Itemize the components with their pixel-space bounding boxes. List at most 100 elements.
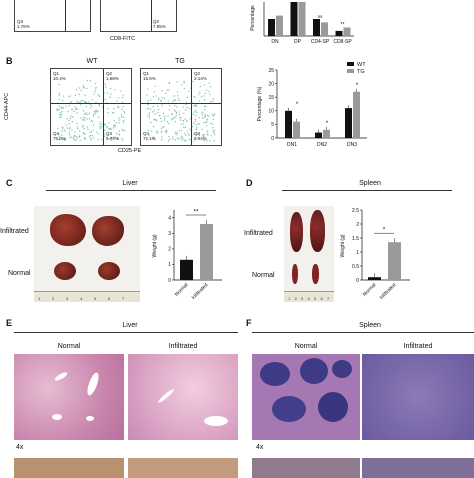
scatter-dot xyxy=(146,94,148,96)
scatter-dot xyxy=(168,104,171,107)
scatter-dot xyxy=(175,134,177,136)
histology-spleen-normal xyxy=(252,354,360,440)
scatter-dot xyxy=(172,136,174,138)
ruler-tick-label: 7 xyxy=(327,296,330,301)
scatter-dot xyxy=(198,100,201,102)
scatter-dot xyxy=(183,132,186,135)
scatter-dot xyxy=(181,84,183,86)
scatter-dot xyxy=(106,92,109,94)
scatter-dot xyxy=(122,116,125,118)
scatter-dot xyxy=(179,117,181,119)
y-tick-label: 4 xyxy=(168,216,171,222)
scatter-dot xyxy=(203,133,205,136)
scatter-dot xyxy=(62,107,65,109)
scatter-dot xyxy=(183,139,186,141)
col-label-infiltrated: Infiltrated xyxy=(168,343,198,350)
scatter-dot xyxy=(63,129,65,131)
ruler-tick-label: 6 xyxy=(108,296,111,301)
scatter-dot xyxy=(95,101,97,104)
scatter-dot xyxy=(61,138,64,141)
scatter-dot xyxy=(93,93,95,95)
scatter-dot xyxy=(183,126,185,129)
scatter-dot xyxy=(176,132,178,134)
scatter-dot xyxy=(100,138,103,141)
scatter-dot xyxy=(67,110,69,113)
y-tick-label: 0.5 xyxy=(352,264,359,270)
quadrant-value: 9.74% xyxy=(106,136,119,141)
scatter-dot xyxy=(155,118,157,121)
scatter-dot xyxy=(178,99,181,102)
scatter-dot xyxy=(208,90,210,93)
scatter-dot xyxy=(198,93,200,95)
scatter-dot xyxy=(152,136,155,138)
scatter-dot xyxy=(167,140,170,142)
scatter-dot xyxy=(195,105,198,108)
scatter-dot xyxy=(108,122,110,124)
scatter-dot xyxy=(123,110,125,113)
scatter-dot xyxy=(74,94,77,97)
scatter-dot xyxy=(80,117,82,119)
scatter-dot xyxy=(84,100,87,103)
scatter-dot xyxy=(201,111,204,113)
scatter-dot xyxy=(199,85,202,88)
chart-d: 0 0.5 1 1.5 2 2.5 Weight (g) Normal Infiltrated * xyxy=(340,208,410,301)
row-label-infiltrated: Infiltrated xyxy=(0,228,29,235)
quadrant-label: Q3 xyxy=(17,19,24,24)
quadrant-label: Q2 xyxy=(106,71,113,76)
chart-a: Percentage DN DP CD4-SP CD8-SP ns ** xyxy=(250,2,354,45)
significance-label: ns xyxy=(318,14,324,19)
histology-liver-infiltrated-zoom xyxy=(128,458,238,478)
panel-label-d: D xyxy=(246,178,253,188)
scatter-dot xyxy=(174,138,177,141)
scatter-dot xyxy=(213,129,215,131)
scatter-dot xyxy=(184,126,187,129)
ruler-tick-label: 3 xyxy=(301,296,304,301)
scatter-dot xyxy=(58,95,61,97)
scatter-dot xyxy=(148,116,151,118)
scatter-dot xyxy=(168,81,171,84)
scatter-dot xyxy=(194,120,197,122)
liver-infiltrated-1 xyxy=(50,214,86,246)
scatter-dot xyxy=(147,129,149,132)
scatter-dot xyxy=(117,97,120,99)
scatter-dot xyxy=(163,97,166,100)
scatter-dot xyxy=(70,115,72,117)
scatter-dot xyxy=(203,122,205,124)
scatter-dot xyxy=(202,135,205,137)
scatter-dot xyxy=(62,95,65,97)
scatter-dot xyxy=(192,80,194,83)
scatter-dot xyxy=(69,127,71,129)
scatter-dot xyxy=(71,116,74,118)
scatter-dot xyxy=(95,111,98,113)
scatter-dot xyxy=(156,130,158,132)
scatter-dot xyxy=(150,108,152,110)
scatter-dot xyxy=(91,99,94,101)
scatter-dot xyxy=(61,134,63,136)
scatter-dot xyxy=(68,122,70,125)
scatter-dot xyxy=(189,118,191,120)
scatter-dot xyxy=(75,135,78,138)
scatter-dot xyxy=(183,87,186,90)
scatter-dot xyxy=(152,105,154,108)
scatter-dot xyxy=(168,82,170,85)
scatter-dot xyxy=(121,108,123,111)
histology-liver-normal xyxy=(14,354,124,440)
histology-spleen-infiltrated-zoom xyxy=(362,458,474,478)
scatter-dot xyxy=(115,132,118,135)
scatter-dot xyxy=(76,123,78,125)
scatter-dot xyxy=(210,135,212,137)
quadrant-value: 7.85% xyxy=(153,24,166,29)
scatter-dot xyxy=(116,137,119,139)
title-rule xyxy=(14,332,238,333)
scatter-dot xyxy=(176,81,178,83)
scatter-dot xyxy=(185,101,188,103)
bar-tg xyxy=(323,129,330,138)
ruler-tick-label: 5 xyxy=(314,296,317,301)
y-tick-label: 2 xyxy=(356,222,359,228)
scatter-dot xyxy=(181,139,183,141)
liver-infiltrated-2 xyxy=(92,216,124,246)
scatter-dot xyxy=(169,138,171,140)
scatter-dot xyxy=(81,100,83,102)
scatter-dot xyxy=(160,120,163,123)
scatter-dot xyxy=(103,133,106,135)
